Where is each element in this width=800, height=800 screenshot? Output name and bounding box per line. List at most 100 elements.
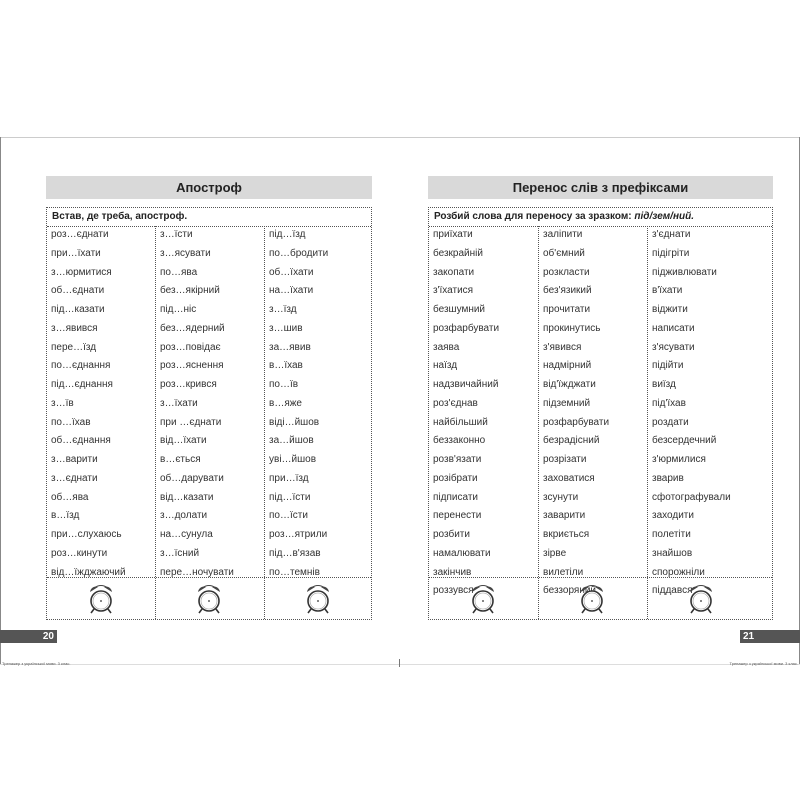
word-cell: розрізати bbox=[543, 454, 587, 465]
word-cell: об…дарувати bbox=[160, 472, 224, 484]
word-cell: зварив bbox=[652, 472, 684, 484]
word-cell: розфарбувати bbox=[543, 416, 610, 428]
alarm-clock-icon bbox=[577, 583, 607, 615]
word-cell: по…темнів bbox=[269, 566, 320, 578]
right-page-title: Перенос слів з префіксами bbox=[428, 176, 773, 199]
word-cell: в…яже bbox=[269, 397, 302, 409]
word-cell: роз…ятрили bbox=[269, 529, 328, 540]
word-cell: прокинутись bbox=[543, 322, 601, 334]
word-cell: зсунути bbox=[543, 491, 579, 503]
word-cell: під…їзд bbox=[269, 229, 306, 240]
word-cell: роздати bbox=[652, 416, 689, 428]
word-cell: пере…ночувати bbox=[160, 566, 234, 578]
word-cell: під…казати bbox=[51, 304, 105, 315]
alarm-clock-icon bbox=[468, 583, 498, 615]
word-cell: безкрайній bbox=[433, 247, 483, 259]
page-bottom-edge bbox=[0, 664, 800, 665]
word-cell: підписати bbox=[433, 491, 478, 503]
alarm-clock-icon bbox=[194, 583, 224, 615]
word-cell: з…їв bbox=[51, 397, 74, 409]
word-cell: по…бродити bbox=[269, 247, 329, 259]
word-cell: вкриється bbox=[543, 529, 590, 540]
word-cell: при …єднати bbox=[160, 416, 222, 428]
word-cell: з…їзд bbox=[269, 304, 297, 315]
word-cell: беззоряний bbox=[543, 585, 597, 597]
right-instruction: Розбий слова для переносу за зразком: пі… bbox=[429, 208, 772, 227]
word-cell: по…єднання bbox=[51, 360, 111, 372]
word-cell: заховатися bbox=[543, 472, 595, 484]
word-cell: приїхати bbox=[433, 229, 473, 240]
word-cell: в'їхати bbox=[652, 285, 683, 297]
word-cell: по…їхав bbox=[51, 416, 91, 428]
book-spine-mark bbox=[399, 659, 400, 667]
left-page-title: Апостроф bbox=[46, 176, 372, 199]
word-cell: без…якірний bbox=[160, 285, 220, 297]
word-cell: від…казати bbox=[160, 491, 214, 503]
word-cell: з'явився bbox=[543, 341, 582, 353]
left-exercise-table: Встав, де треба, апостроф. роз…єднати при… bbox=[46, 207, 372, 620]
word-cell: за…явив bbox=[269, 341, 311, 353]
word-cell: від'їжджати bbox=[543, 379, 596, 390]
footer-left: Тренажер з української мови. 3 клас. bbox=[2, 661, 71, 666]
word-cell: від…їжджаючий bbox=[51, 566, 126, 578]
word-cell: об…ява bbox=[51, 491, 89, 503]
word-cell: заява bbox=[433, 341, 460, 353]
word-cell: розв'язати bbox=[433, 454, 482, 465]
word-cell: від…їхати bbox=[160, 435, 207, 447]
word-cell: при…їзд bbox=[269, 472, 309, 484]
word-cell: по…ява bbox=[160, 266, 198, 278]
word-cell: підживлювати bbox=[652, 266, 717, 278]
footer-right: Тренажер з української мови. 3 клас. bbox=[729, 661, 799, 666]
word-cell: беззаконно bbox=[433, 435, 486, 447]
instruction-text: Розбий слова для переносу за зразком: bbox=[434, 211, 632, 222]
timer-row bbox=[429, 577, 772, 619]
word-cell: роззувся bbox=[433, 585, 474, 597]
word-cell: по…їв bbox=[269, 379, 299, 390]
word-cell: безшумний bbox=[433, 304, 486, 315]
word-cell: розбити bbox=[433, 529, 470, 540]
word-cell: за…йшов bbox=[269, 435, 314, 447]
word-cell: з'ясувати bbox=[652, 341, 695, 353]
word-column: з…їсти з…ясувати по…ява без…якірний під…ніс б… bbox=[155, 226, 264, 619]
word-cell: підігріти bbox=[652, 247, 690, 259]
right-exercise-table: Розбий слова для переносу за зразком: пі… bbox=[428, 207, 773, 620]
word-cell: перенести bbox=[433, 510, 482, 522]
page-number: 20 bbox=[42, 631, 54, 642]
word-cell: об…єднати bbox=[51, 285, 105, 297]
word-cell: з…їсти bbox=[160, 229, 193, 240]
word-cell: без…ядерний bbox=[160, 322, 225, 334]
word-cell: з…шив bbox=[269, 322, 303, 334]
alarm-clock-icon bbox=[303, 583, 333, 615]
word-cell: заварити bbox=[543, 510, 586, 522]
word-cell: з…варити bbox=[51, 454, 98, 465]
word-cell: з…їхати bbox=[160, 397, 198, 409]
word-cell: знайшов bbox=[652, 547, 693, 559]
word-column: з'єднати підігріти підживлювати в'їхати відж… bbox=[647, 226, 773, 619]
word-cell: з'юрмилися bbox=[652, 454, 706, 465]
left-instruction: Встав, де треба, апостроф. bbox=[47, 208, 371, 227]
page-top-edge bbox=[0, 137, 800, 138]
timer-row bbox=[47, 577, 371, 619]
word-cell: написати bbox=[652, 322, 695, 334]
instruction-example: під/зем/ний. bbox=[634, 211, 694, 222]
word-cell: найбільший bbox=[433, 416, 488, 428]
word-cell: з…юрмитися bbox=[51, 266, 112, 278]
word-cell: роз…кинути bbox=[51, 547, 108, 559]
word-cell: віді…йшов bbox=[269, 416, 320, 428]
word-cell: в…їзд bbox=[51, 510, 80, 522]
word-cell: без'язикий bbox=[543, 285, 592, 297]
page-number-left: 20 bbox=[0, 630, 57, 643]
word-cell: розкласти bbox=[543, 266, 590, 278]
word-cell: роз…повідає bbox=[160, 341, 221, 353]
word-cell: з…їсний bbox=[160, 547, 200, 559]
word-cell: вилетіли bbox=[543, 566, 584, 578]
word-cell: при…їхати bbox=[51, 247, 101, 259]
word-cell: закопати bbox=[433, 266, 475, 278]
word-cell: піддався bbox=[652, 585, 693, 597]
word-cell: віджити bbox=[652, 304, 688, 315]
word-cell: об…єднання bbox=[51, 435, 111, 447]
word-column: приїхати безкрайній закопати з'їхатися безшу… bbox=[429, 226, 538, 619]
page-number: 21 bbox=[743, 631, 755, 642]
word-cell: під'їхав bbox=[652, 397, 686, 409]
word-cell: в…ється bbox=[160, 454, 201, 465]
